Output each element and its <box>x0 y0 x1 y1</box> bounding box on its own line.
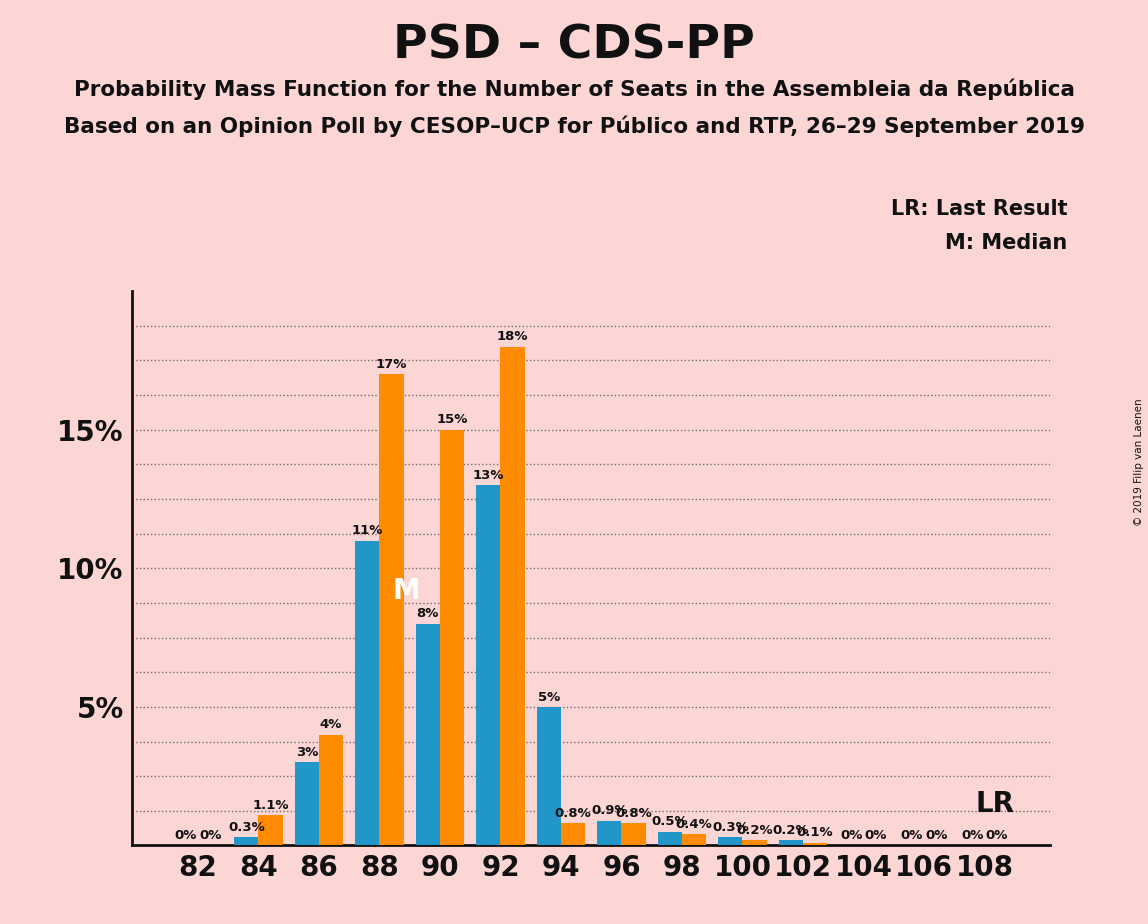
Text: 0%: 0% <box>901 829 923 842</box>
Text: 0.3%: 0.3% <box>228 821 265 833</box>
Bar <box>597 821 621 845</box>
Text: M: M <box>393 578 420 605</box>
Text: 0%: 0% <box>864 829 886 842</box>
Text: 4%: 4% <box>320 718 342 731</box>
Bar <box>719 837 743 845</box>
Text: 1.1%: 1.1% <box>253 798 289 811</box>
Text: 15%: 15% <box>436 413 467 426</box>
Text: 0.8%: 0.8% <box>554 807 591 820</box>
Text: Probability Mass Function for the Number of Seats in the Assembleia da República: Probability Mass Function for the Number… <box>73 79 1075 100</box>
Text: 0%: 0% <box>961 829 984 842</box>
Text: 3%: 3% <box>296 746 318 759</box>
Text: 0.2%: 0.2% <box>736 823 773 836</box>
Bar <box>355 541 380 845</box>
Bar <box>501 346 525 845</box>
Bar <box>778 840 802 845</box>
Text: 0.2%: 0.2% <box>773 823 809 836</box>
Bar <box>416 624 440 845</box>
Text: 0%: 0% <box>840 829 862 842</box>
Text: 0.8%: 0.8% <box>615 807 652 820</box>
Bar <box>561 823 585 845</box>
Text: Based on an Opinion Poll by CESOP–UCP for Público and RTP, 26–29 September 2019: Based on an Opinion Poll by CESOP–UCP fo… <box>63 116 1085 137</box>
Text: 0.4%: 0.4% <box>676 818 713 831</box>
Text: 13%: 13% <box>473 468 504 481</box>
Bar <box>440 430 464 845</box>
Text: 0.1%: 0.1% <box>797 826 833 839</box>
Text: 0%: 0% <box>925 829 947 842</box>
Bar <box>476 485 501 845</box>
Text: 18%: 18% <box>497 330 528 343</box>
Text: 0%: 0% <box>985 829 1008 842</box>
Text: 8%: 8% <box>417 607 439 620</box>
Text: 11%: 11% <box>351 524 383 537</box>
Text: LR: Last Result: LR: Last Result <box>891 199 1068 219</box>
Bar <box>682 834 706 845</box>
Text: © 2019 Filip van Laenen: © 2019 Filip van Laenen <box>1134 398 1143 526</box>
Bar <box>234 837 258 845</box>
Bar <box>380 374 404 845</box>
Text: 5%: 5% <box>537 690 560 703</box>
Text: PSD – CDS-PP: PSD – CDS-PP <box>393 23 755 68</box>
Bar <box>258 815 282 845</box>
Text: M: Median: M: Median <box>946 233 1068 253</box>
Text: 0.9%: 0.9% <box>591 804 628 817</box>
Bar <box>621 823 645 845</box>
Text: 0.5%: 0.5% <box>652 815 688 828</box>
Bar <box>658 832 682 845</box>
Bar <box>743 840 767 845</box>
Bar <box>537 707 561 845</box>
Text: LR: LR <box>976 790 1015 818</box>
Bar <box>295 762 319 845</box>
Text: 17%: 17% <box>375 358 408 371</box>
Text: 0%: 0% <box>174 829 197 842</box>
Bar <box>802 843 828 845</box>
Text: 0%: 0% <box>199 829 222 842</box>
Bar <box>319 735 343 845</box>
Text: 0.3%: 0.3% <box>712 821 748 833</box>
